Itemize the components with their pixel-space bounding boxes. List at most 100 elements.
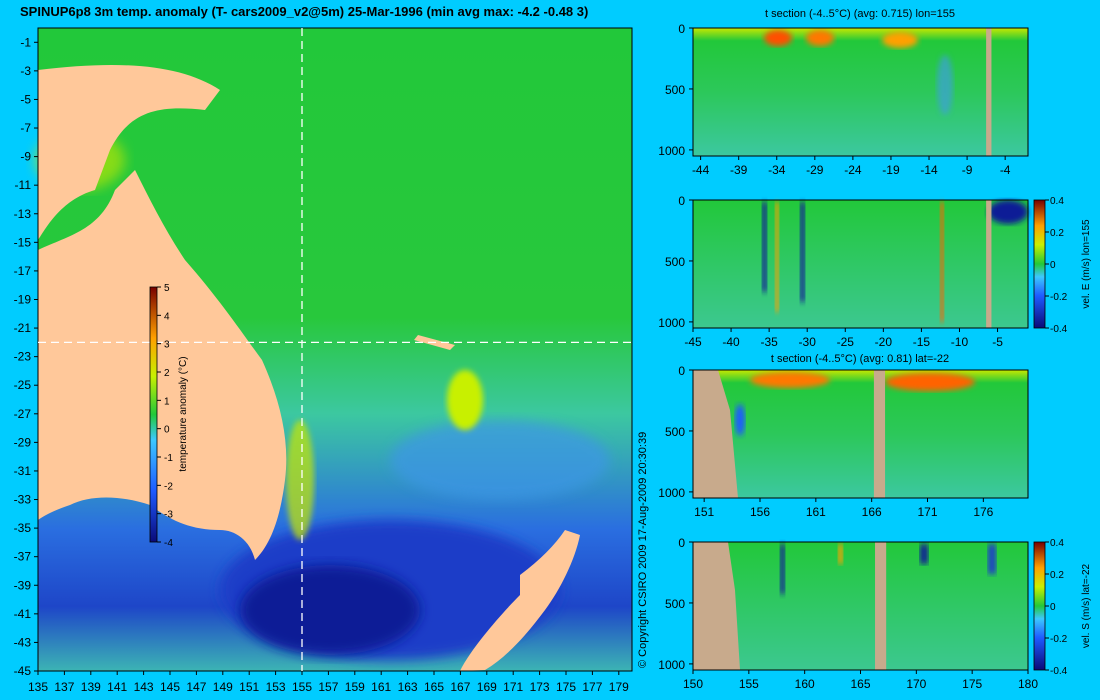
map-xtick-label: 137: [54, 680, 74, 694]
section-ytick-label: 0: [678, 364, 685, 378]
map-ytick-label: -31: [14, 464, 32, 478]
map-xtick-label: 167: [450, 680, 470, 694]
section-xtick-label: -14: [920, 163, 938, 177]
section-t-lon-title: t section (-4..5°C) (avg: 0.715) lon=155: [765, 8, 955, 20]
section-t-lat-title: t section (-4..5°C) (avg: 0.81) lat=-22: [771, 353, 949, 365]
section-xtick-label: -20: [875, 335, 893, 349]
map-ytick-label: -13: [14, 207, 32, 221]
section-t-lon-land: [986, 28, 992, 156]
map-colorbar: [149, 286, 158, 543]
map-panel: 135 137 139 141 143 145 147 149 151 153 155 157 159 1…: [14, 27, 633, 694]
map-ytick-label: -41: [14, 607, 32, 621]
section-t-lon-panel: t section (-4..5°C) (avg: 0.715) lon=155…: [658, 8, 1029, 177]
map-xtick-label: 175: [556, 680, 576, 694]
section-vel-s-colorbar-label: vel. S (m/s) lat=-22: [1081, 563, 1092, 648]
section-xtick-label: 151: [694, 505, 714, 519]
section-t-lon-field: [693, 28, 1028, 156]
map-xtick-label: 155: [292, 680, 312, 694]
section-t-lon-frame: [692, 27, 1029, 157]
section-xtick-label: 175: [962, 677, 982, 691]
section-vel-s-jet-2: [838, 544, 843, 564]
section-vel-e-colorbar: [1033, 199, 1046, 329]
map-ytick-label: -3: [20, 64, 31, 78]
section-xtick-label: 156: [750, 505, 770, 519]
map-ytick-label: -37: [14, 550, 32, 564]
section-t-lat-coast-land: [693, 370, 738, 498]
section-xtick-label: -30: [799, 335, 817, 349]
section-ytick-label: 500: [665, 597, 685, 611]
map-frame: [37, 27, 633, 672]
section-xtick-label: 176: [973, 505, 993, 519]
section-colorbar-tick-label: 0: [1050, 260, 1056, 271]
map-xtick-label: 151: [239, 680, 259, 694]
map-colorbar-tick-label: 2: [164, 368, 170, 379]
section-vel-s-jet-4: [988, 544, 996, 574]
map-xtick-label: 143: [134, 680, 154, 694]
section-xtick-label: 180: [1018, 677, 1038, 691]
map-xtick-label: 173: [530, 680, 550, 694]
map-xtick-label: 157: [318, 680, 338, 694]
section-ytick-label: 0: [678, 22, 685, 36]
map-xtick-label: 169: [477, 680, 497, 694]
map-xtick-label: 153: [266, 680, 286, 694]
section-xtick-label: -25: [837, 335, 855, 349]
section-t-lon-warm-1: [764, 30, 792, 46]
map-ytick-label: -25: [14, 378, 32, 392]
map-warm-filament: [447, 370, 483, 430]
section-xtick-label: -10: [951, 335, 969, 349]
map-ytick-label: -1: [20, 35, 31, 49]
map-ytick-label: -19: [14, 292, 32, 306]
section-ytick-label: 0: [678, 194, 685, 208]
map-colorbar-label: temperature anomaly (°C): [178, 356, 189, 471]
section-xtick-label: 150: [683, 677, 703, 691]
section-xtick-label: 160: [795, 677, 815, 691]
section-xtick-label: -40: [722, 335, 740, 349]
section-ytick-label: 1000: [658, 658, 685, 672]
section-xtick-label: -9: [962, 163, 973, 177]
map-xtick-label: 177: [582, 680, 602, 694]
section-ytick-label: 0: [678, 536, 685, 550]
section-colorbar-tick-label: 0.2: [1050, 228, 1064, 239]
section-ytick-label: 1000: [658, 144, 685, 158]
section-xtick-label: -19: [882, 163, 900, 177]
map-eac-filament: [286, 420, 314, 540]
map-ytick-label: -15: [14, 235, 32, 249]
map-colorbar-tick-label: -1: [164, 453, 173, 464]
map-xtick-label: 171: [503, 680, 523, 694]
map-cold-core: [240, 565, 420, 655]
map-ytick-label: -5: [20, 92, 31, 106]
map-ytick-label: -45: [14, 664, 32, 678]
section-t-lon-warm-3: [882, 32, 918, 48]
section-xtick-label: 170: [906, 677, 926, 691]
section-t-lat-land: [873, 370, 886, 498]
section-xtick-label: -44: [692, 163, 710, 177]
section-vel-e-frame: [692, 199, 1029, 329]
section-t-lat-warm-1: [750, 372, 830, 388]
map-xtick-label: 135: [28, 680, 48, 694]
map-ytick-label: -33: [14, 493, 32, 507]
section-t-lat-frame: [692, 369, 1029, 499]
map-xtick-label: 141: [107, 680, 127, 694]
section-t-lat-panel: t section (-4..5°C) (avg: 0.81) lat=-22 …: [658, 353, 1029, 519]
section-colorbar-tick-label: -0.4: [1050, 324, 1068, 335]
section-colorbar-tick-label: 0.2: [1050, 570, 1064, 581]
section-ytick-label: 1000: [658, 316, 685, 330]
section-vel-e-jet-1: [762, 202, 767, 292]
section-vel-e-land: [986, 200, 992, 328]
map-xtick-label: 179: [609, 680, 629, 694]
section-xtick-label: 161: [806, 505, 826, 519]
section-colorbar-tick-label: -0.4: [1050, 666, 1068, 677]
section-vel-s-jet-3: [920, 544, 928, 564]
map-xtick-label: 149: [213, 680, 233, 694]
section-vel-s-coast-land: [693, 542, 740, 670]
section-colorbar-tick-label: 0: [1050, 602, 1056, 613]
section-vel-e-jet-5: [988, 200, 1028, 224]
map-xtick-label: 139: [81, 680, 101, 694]
map-ytick-label: -39: [14, 578, 32, 592]
map-xtick-label: 165: [424, 680, 444, 694]
map-ytick-label: -43: [14, 635, 32, 649]
section-t-lat-field: [693, 370, 1028, 498]
section-vel-s-jet-1: [780, 544, 785, 594]
map-colorbar-tick-label: -4: [164, 538, 173, 549]
